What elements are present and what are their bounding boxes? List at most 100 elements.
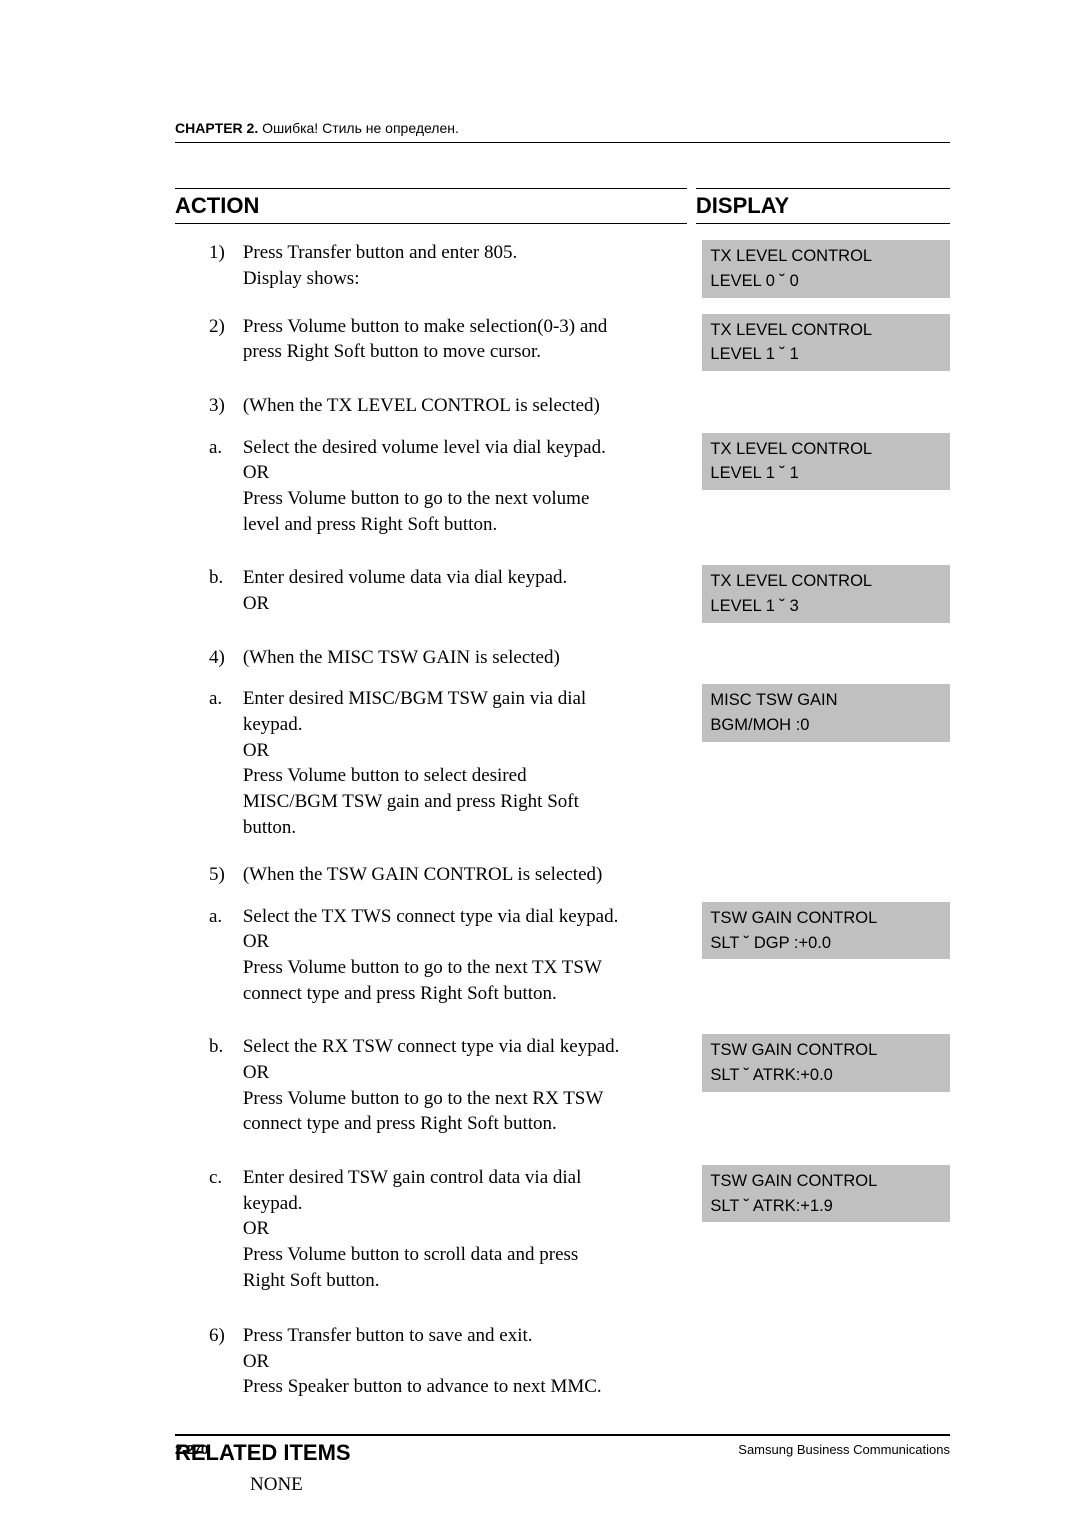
action-line: Press Volume button to go to the next vo… — [243, 486, 623, 537]
step-number: 2) — [175, 314, 243, 340]
step-number: 4) — [175, 645, 243, 671]
display-line: TSW GAIN CONTROL — [710, 1038, 942, 1063]
action-line: OR — [243, 1060, 623, 1086]
step-action-text: Press Transfer button and enter 805.Disp… — [243, 240, 633, 291]
display-line: TSW GAIN CONTROL — [710, 1169, 942, 1194]
step-row: a.Select the TX TWS connect type via dia… — [175, 904, 950, 1007]
step-number: 6) — [175, 1323, 243, 1349]
action-line: Press Volume button to go to the next TX… — [243, 955, 623, 1006]
action-line: Press Volume button to make selection(0-… — [243, 314, 623, 365]
action-line: OR — [243, 1349, 623, 1375]
step-row: 2)Press Volume button to make selection(… — [175, 314, 950, 372]
display-line: TX LEVEL CONTROL — [710, 437, 942, 462]
display-box: TX LEVEL CONTROLLEVEL 0 ˘ 0 — [702, 240, 950, 298]
action-line: OR — [243, 1216, 623, 1242]
related-items-none: NONE — [250, 1474, 950, 1496]
step-number: 3) — [175, 393, 243, 419]
action-line: (When the TX LEVEL CONTROL is selected) — [243, 393, 623, 419]
action-line: Enter desired volume data via dial keypa… — [243, 565, 623, 591]
display-line: LEVEL 1 ˘ 3 — [710, 594, 942, 619]
step-display-col: TX LEVEL CONTROLLEVEL 1 ˘ 1 — [702, 314, 950, 372]
step-display-col: TSW GAIN CONTROLSLT ˘ ATRK:+0.0 — [702, 1034, 950, 1092]
display-line: LEVEL 0 ˘ 0 — [710, 269, 942, 294]
action-line: OR — [243, 591, 623, 617]
step-action-text: Select the RX TSW connect type via dial … — [243, 1034, 633, 1137]
step-action-text: Enter desired MISC/BGM TSW gain via dial… — [243, 686, 633, 840]
step-row: 4)(When the MISC TSW GAIN is selected) — [175, 645, 950, 671]
step-number: a. — [175, 435, 243, 461]
action-line: Press Volume button to select desired MI… — [243, 763, 623, 840]
step-row: a.Select the desired volume level via di… — [175, 435, 950, 538]
step-row: b.Enter desired volume data via dial key… — [175, 565, 950, 623]
action-heading: ACTION — [175, 188, 687, 224]
section-headings: ACTION DISPLAY — [175, 188, 950, 224]
display-heading: DISPLAY — [696, 188, 950, 224]
display-line: MISC TSW GAIN — [710, 688, 942, 713]
display-line: TX LEVEL CONTROL — [710, 318, 942, 343]
step-number: b. — [175, 1034, 243, 1060]
step-action-text: Enter desired TSW gain control data via … — [243, 1165, 633, 1293]
step-display-col: TSW GAIN CONTROLSLT ˘ DGP :+0.0 — [702, 902, 950, 960]
display-box: MISC TSW GAINBGM/MOH :0 — [702, 684, 950, 742]
step-action-text: Enter desired volume data via dial keypa… — [243, 565, 633, 616]
display-line: TX LEVEL CONTROL — [710, 569, 942, 594]
action-line: Select the TX TWS connect type via dial … — [243, 904, 623, 930]
action-line: (When the MISC TSW GAIN is selected) — [243, 645, 623, 671]
step-action-text: (When the TX LEVEL CONTROL is selected) — [243, 393, 633, 419]
display-line: TSW GAIN CONTROL — [710, 906, 942, 931]
chapter-label: CHAPTER 2. — [175, 120, 258, 136]
display-box: TX LEVEL CONTROLLEVEL 1 ˘ 1 — [702, 314, 950, 372]
action-line: Display shows: — [243, 266, 623, 292]
step-action-text: Select the TX TWS connect type via dial … — [243, 904, 633, 1007]
step-display-col: TX LEVEL CONTROLLEVEL 1 ˘ 3 — [702, 565, 950, 623]
step-number: 5) — [175, 862, 243, 888]
display-box: TX LEVEL CONTROLLEVEL 1 ˘ 1 — [702, 433, 950, 491]
step-action-text: Press Transfer button to save and exit.O… — [243, 1323, 633, 1400]
step-row: 3)(When the TX LEVEL CONTROL is selected… — [175, 393, 950, 419]
display-line: SLT ˘ ATRK:+0.0 — [710, 1063, 942, 1088]
chapter-title: Ошибка! Стиль не определен. — [262, 120, 459, 136]
action-line: OR — [243, 929, 623, 955]
step-row: 5)(When the TSW GAIN CONTROL is selected… — [175, 862, 950, 888]
action-line: Enter desired MISC/BGM TSW gain via dial… — [243, 686, 623, 737]
action-line: OR — [243, 738, 623, 764]
action-line: OR — [243, 460, 623, 486]
display-box: TSW GAIN CONTROLSLT ˘ ATRK:+0.0 — [702, 1034, 950, 1092]
action-line: Press Speaker button to advance to next … — [243, 1374, 623, 1400]
display-line: SLT ˘ DGP :+0.0 — [710, 931, 942, 956]
display-line: TX LEVEL CONTROL — [710, 244, 942, 269]
action-line: Select the RX TSW connect type via dial … — [243, 1034, 623, 1060]
display-line: LEVEL 1 ˘ 1 — [710, 342, 942, 367]
step-display-col: TX LEVEL CONTROLLEVEL 1 ˘ 1 — [702, 433, 950, 491]
display-line: BGM/MOH :0 — [710, 713, 942, 738]
action-line: Select the desired volume level via dial… — [243, 435, 623, 461]
action-line: Press Transfer button to save and exit. — [243, 1323, 623, 1349]
step-row: b.Select the RX TSW connect type via dia… — [175, 1034, 950, 1137]
action-line: Enter desired TSW gain control data via … — [243, 1165, 623, 1216]
step-row: a.Enter desired MISC/BGM TSW gain via di… — [175, 686, 950, 840]
action-line: Press Volume button to go to the next RX… — [243, 1086, 623, 1137]
step-row: 1)Press Transfer button and enter 805.Di… — [175, 240, 950, 298]
step-display-col: TSW GAIN CONTROLSLT ˘ ATRK:+1.9 — [702, 1165, 950, 1223]
footer-company: Samsung Business Communications — [738, 1442, 950, 1457]
heading-gap — [687, 188, 695, 224]
step-action-text: Press Volume button to make selection(0-… — [243, 314, 633, 365]
step-number: b. — [175, 565, 243, 591]
step-number: a. — [175, 904, 243, 930]
step-number: a. — [175, 686, 243, 712]
step-action-text: Select the desired volume level via dial… — [243, 435, 633, 538]
step-number: c. — [175, 1165, 243, 1191]
display-box: TSW GAIN CONTROLSLT ˘ ATRK:+1.9 — [702, 1165, 950, 1223]
display-box: TSW GAIN CONTROLSLT ˘ DGP :+0.0 — [702, 902, 950, 960]
steps-list: 1)Press Transfer button and enter 805.Di… — [175, 240, 950, 1400]
step-row: c.Enter desired TSW gain control data vi… — [175, 1165, 950, 1293]
page-footer: 2-270 Samsung Business Communications — [175, 1434, 950, 1457]
step-number: 1) — [175, 240, 243, 266]
page: CHAPTER 2. Ошибка! Стиль не определен. A… — [0, 0, 1080, 1527]
step-action-text: (When the TSW GAIN CONTROL is selected) — [243, 862, 633, 888]
action-line: Press Volume button to scroll data and p… — [243, 1242, 623, 1293]
step-action-text: (When the MISC TSW GAIN is selected) — [243, 645, 633, 671]
display-line: LEVEL 1 ˘ 1 — [710, 461, 942, 486]
chapter-header: CHAPTER 2. Ошибка! Стиль не определен. — [175, 120, 950, 143]
footer-page-number: 2-270 — [175, 1442, 208, 1457]
